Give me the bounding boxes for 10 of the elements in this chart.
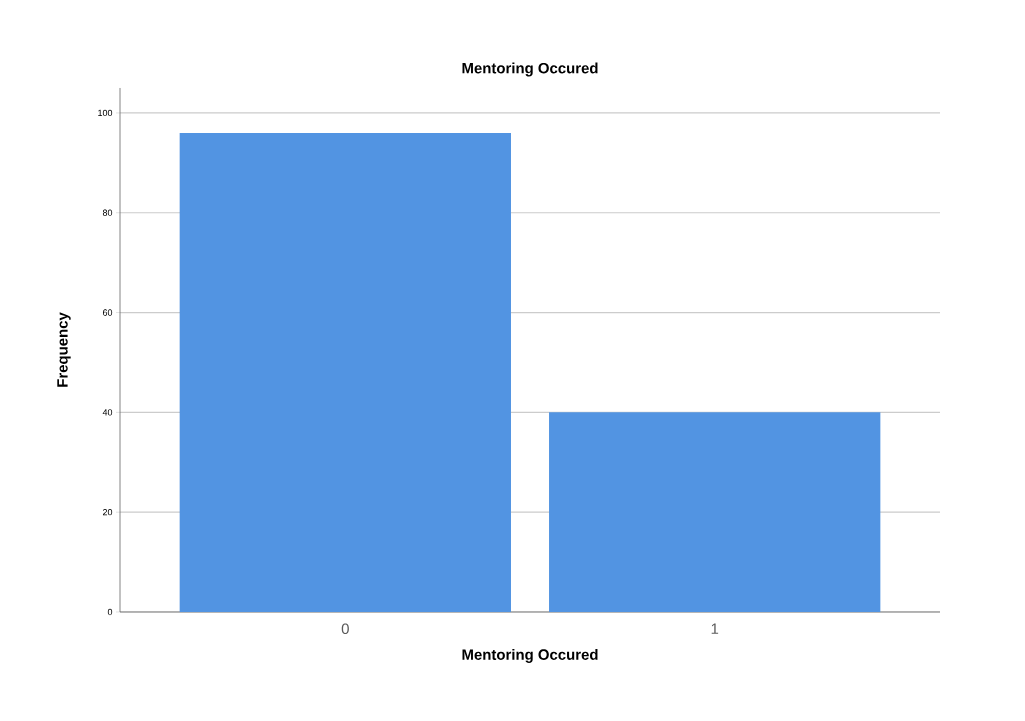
x-tick-label: 1 [711, 623, 719, 634]
y-tick-label: 80 [102, 209, 113, 216]
y-tick-label: 0 [107, 608, 113, 616]
y-tick-label: 60 [102, 309, 113, 316]
y-tick-label: 100 [98, 109, 113, 117]
y-axis-title: Frequency [57, 312, 71, 387]
x-axis-title: Mentoring Occured [462, 648, 598, 663]
chart-title: Mentoring Occured [462, 62, 598, 77]
y-tick-label: 20 [102, 509, 113, 516]
y-tick-label: 40 [102, 409, 113, 416]
